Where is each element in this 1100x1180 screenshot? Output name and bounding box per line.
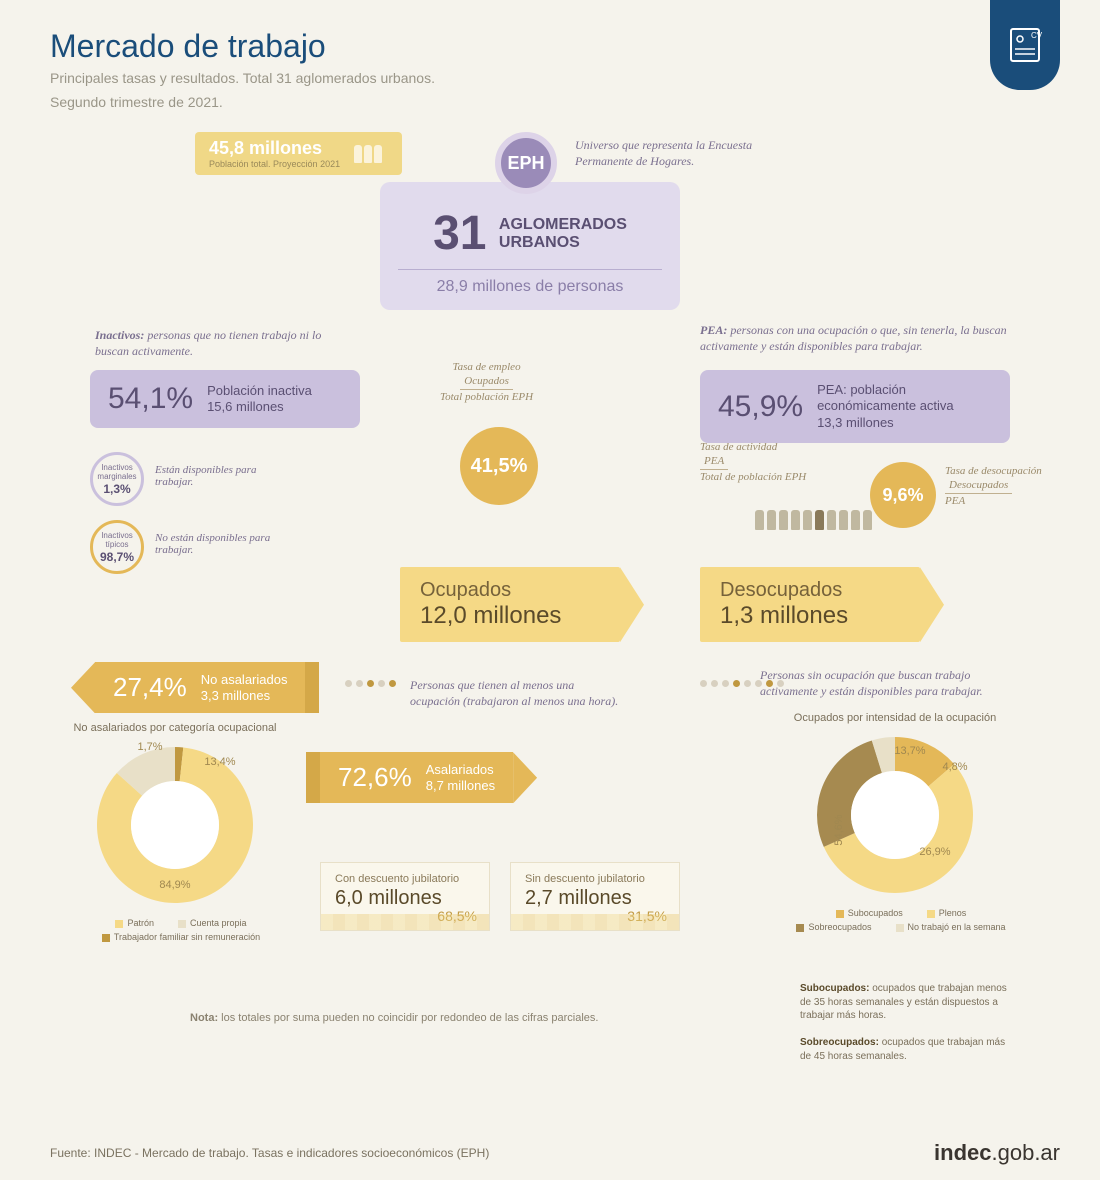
svg-text:4,8%: 4,8%: [942, 761, 967, 773]
svg-text:54,6%: 54,6%: [833, 814, 845, 845]
intensidad-defs: Subocupados: ocupados que trabajan menos…: [800, 982, 1010, 1063]
tasa-desocup-circle: 9,6%: [870, 462, 936, 528]
svg-text:CV: CV: [1031, 31, 1043, 40]
aglomerados-persons: 28,9 millones de personas: [398, 278, 662, 296]
marginales-note: Están disponibles para trabajar.: [155, 464, 285, 488]
desocupados-flag: Desocupados 1,3 millones: [700, 567, 920, 642]
tasa-empleo-circle: 41,5%: [460, 427, 538, 505]
people-icon: [354, 145, 382, 163]
pea-def: PEA: personas con una ocupación o que, s…: [700, 322, 1030, 354]
pea-box: 45,9% PEA: población económicamente acti…: [700, 370, 1010, 443]
cv-badge-icon: CV: [990, 0, 1060, 90]
page-subtitle-2: Segundo trimestre de 2021.: [50, 93, 1050, 113]
footer: Fuente: INDEC - Mercado de trabajo. Tasa…: [50, 1140, 1060, 1166]
tasa-empleo-formula: Tasa de empleo Ocupados Total población …: [440, 360, 533, 404]
tipicos-note: No están disponibles para trabajar.: [155, 532, 285, 556]
nota: Nota: los totales por suma pueden no coi…: [190, 1012, 598, 1024]
con-descuento-box: Con descuento jubilatorio 6,0 millones 6…: [320, 862, 490, 931]
tasa-actividad-formula: Tasa de actividad PEA Total de población…: [700, 440, 806, 484]
population-banner: 45,8 millones Población total. Proyecció…: [195, 132, 402, 175]
dots-desocupados: [700, 680, 784, 687]
page-title: Mercado de trabajo: [50, 28, 1050, 65]
population-value: 45,8 millones: [209, 138, 340, 159]
ocupados-flag: Ocupados 12,0 millones: [400, 567, 620, 642]
eph-badge: EPH: [495, 132, 557, 194]
indec-logo: indec.gob.ar: [934, 1140, 1060, 1166]
svg-text:1,7%: 1,7%: [137, 741, 162, 753]
donut-no-asalariados: No asalariados por categoría ocupacional…: [60, 722, 290, 942]
aglomerados-box: 31 AGLOMERADOSURBANOS 28,9 millones de p…: [380, 182, 680, 310]
svg-text:13,4%: 13,4%: [204, 756, 235, 768]
eph-note: Universo que representa la Encuesta Perm…: [575, 138, 775, 169]
inactivos-def: Inactivos: personas que no tienen trabaj…: [95, 327, 325, 359]
svg-text:26,9%: 26,9%: [919, 846, 950, 858]
dots-ocupados: [345, 680, 396, 687]
infographic-canvas: 45,8 millones Población total. Proyecció…: [0, 122, 1100, 1122]
inactivos-box: 54,1% Población inactiva15,6 millones: [90, 370, 360, 428]
people-icon-row: [755, 510, 872, 530]
no-asalariados-pencil: 27,4% No asalariados3,3 millones: [95, 662, 305, 713]
header: CV Mercado de trabajo Principales tasas …: [0, 0, 1100, 122]
svg-text:13,7%: 13,7%: [894, 745, 925, 757]
desocupados-def: Personas sin ocupación que buscan trabaj…: [760, 667, 1000, 699]
aglomerados-number: 31: [433, 206, 486, 261]
population-label: Población total. Proyección 2021: [209, 159, 340, 169]
svg-text:84,9%: 84,9%: [159, 879, 190, 891]
page-subtitle-1: Principales tasas y resultados. Total 31…: [50, 69, 1050, 89]
donut-intensidad: Ocupados por intensidad de la ocupación …: [780, 712, 1010, 932]
inactivos-tipicos-ring: Inactivos típicos 98,7%: [90, 520, 144, 574]
ocupados-def: Personas que tienen al menos una ocupaci…: [410, 677, 620, 709]
asalariados-pencil: 72,6% Asalariados8,7 millones: [320, 752, 513, 803]
inactivos-marginales-ring: Inactivos marginales 1,3%: [90, 452, 144, 506]
tasa-desocup-formula: Tasa de desocupación Desocupados PEA: [945, 464, 1042, 508]
sin-descuento-box: Sin descuento jubilatorio 2,7 millones 3…: [510, 862, 680, 931]
